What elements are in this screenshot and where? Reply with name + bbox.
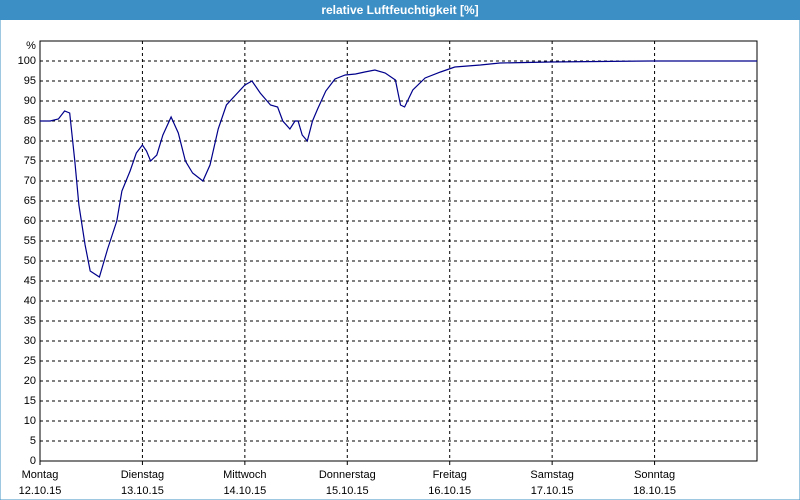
y-tick-label: 70 [24, 175, 36, 187]
y-tick-label: 40 [24, 295, 36, 307]
y-tick-label: 15 [24, 395, 36, 407]
y-tick-label: 0 [30, 455, 36, 467]
y-tick-label: 75 [24, 155, 36, 167]
y-tick-label: 55 [24, 235, 36, 247]
x-tick-date: 15.10.15 [326, 485, 369, 497]
title-bar [0, 0, 800, 20]
x-tick-label: Samstag [530, 469, 573, 481]
x-tick-label: Sonntag [634, 469, 675, 481]
x-tick-date: 17.10.15 [531, 485, 574, 497]
x-tick-date: 12.10.15 [19, 485, 62, 497]
y-tick-label: 90 [24, 95, 36, 107]
y-tick-label: 45 [24, 275, 36, 287]
x-tick-label: Donnerstag [319, 469, 376, 481]
y-tick-label: 95 [24, 75, 36, 87]
x-tick-date: 13.10.15 [121, 485, 164, 497]
x-tick-label: Mittwoch [223, 469, 266, 481]
y-tick-label: 85 [24, 115, 36, 127]
y-tick-label: 60 [24, 215, 36, 227]
chart-title: relative Luftfeuchtigkeit [%] [321, 3, 478, 17]
x-tick-label: Dienstag [121, 469, 164, 481]
y-axis-label: % [26, 40, 36, 52]
x-tick-label: Montag [22, 469, 59, 481]
y-tick-label: 35 [24, 315, 36, 327]
data-line [40, 60, 757, 278]
y-tick-label: 100 [18, 55, 36, 67]
y-tick-label: 10 [24, 415, 36, 427]
y-tick-label: 80 [24, 135, 36, 147]
y-tick-label: 20 [24, 375, 36, 387]
x-tick-label: Freitag [433, 469, 467, 481]
y-tick-label: 25 [24, 355, 36, 367]
y-tick-label: 30 [24, 335, 36, 347]
y-tick-label: 65 [24, 195, 36, 207]
y-tick-label: 5 [30, 435, 36, 447]
y-tick-label: 50 [24, 255, 36, 267]
x-tick-date: 18.10.15 [633, 485, 676, 497]
x-tick-date: 16.10.15 [428, 485, 471, 497]
x-tick-date: 14.10.15 [223, 485, 266, 497]
